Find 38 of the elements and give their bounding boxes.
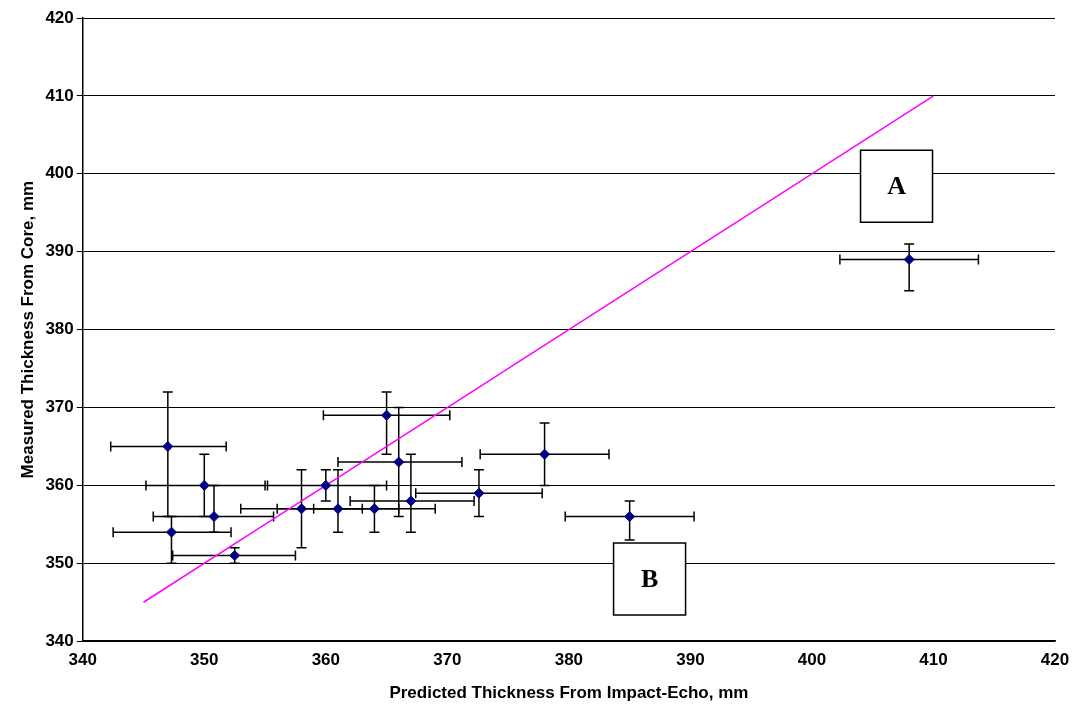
point: [320, 479, 332, 491]
point: [368, 503, 380, 515]
x-tick-label: 350: [190, 650, 219, 670]
point: [405, 495, 417, 507]
y-tick-label: 410: [45, 85, 74, 105]
y-tick-label: 420: [45, 7, 74, 27]
point: [381, 409, 393, 421]
x-tick-label: 390: [676, 650, 705, 670]
y-tick-label: 370: [45, 397, 74, 417]
point: [473, 487, 485, 499]
point: [539, 448, 551, 460]
point: [624, 511, 636, 523]
y-tick-label: 400: [45, 163, 74, 183]
annotation: A: [887, 170, 907, 200]
y-tick-label: 350: [45, 552, 74, 572]
y-axis-title: Measured Thickness From Core, mm: [17, 180, 37, 479]
x-tick-label: 400: [797, 650, 827, 670]
point: [903, 253, 915, 265]
x-tick-label: 420: [1040, 650, 1070, 670]
y-tick-label: 360: [45, 475, 74, 495]
x-tick-label: 410: [919, 650, 948, 670]
annotation: B: [640, 563, 659, 593]
y-tick-label: 340: [45, 630, 74, 650]
point: [296, 503, 308, 515]
point: [332, 503, 344, 515]
point: [198, 479, 210, 491]
point: [208, 511, 220, 523]
point: [229, 550, 241, 562]
point: [165, 526, 177, 538]
point: [162, 440, 174, 452]
point: [393, 456, 405, 468]
y-tick-label: 390: [45, 241, 74, 261]
x-tick-label: 360: [311, 650, 341, 670]
x-tick-label: 370: [433, 650, 462, 670]
x-tick-label: 340: [68, 650, 97, 670]
x-axis-title: Predicted Thickness From Impact-Echo, mm: [389, 683, 749, 703]
x-tick-label: 380: [554, 650, 584, 670]
y-tick-label: 380: [45, 319, 74, 339]
